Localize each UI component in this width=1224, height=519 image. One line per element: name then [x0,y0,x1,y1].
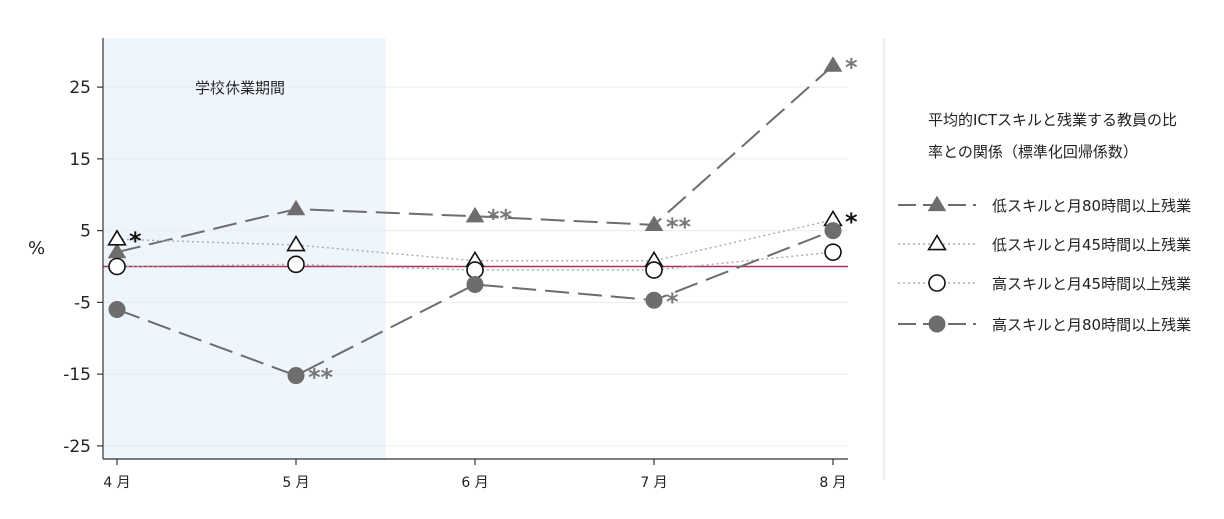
circle-marker [466,275,484,293]
x-tick-label: 6 月 [461,475,488,491]
legend-title-line-1: 平均的ICTスキルと残業する教員の比 [928,111,1177,129]
x-tick-label: 5 月 [282,475,309,491]
y-tick-labels: -25 -15 -5 5 15 25 [63,78,103,457]
series-markers [107,56,843,385]
legend-entry-label: 低スキルと月45時間以上残業 [992,236,1191,254]
significance-label: * [845,208,858,236]
circle-marker [466,261,484,279]
significance-label: * [129,227,142,255]
significance-label: * [666,288,679,316]
significance-label: ** [308,364,334,392]
series-line [116,229,834,377]
significance-label: * [845,54,858,82]
circle-marker [928,315,946,333]
y-tick-label: -5 [74,293,91,313]
significance-labels: ** ******** [129,54,858,392]
legend-entry-label: 低スキルと月80時間以上残業 [992,197,1191,215]
circle-marker [645,291,663,309]
y-axis-label: % [28,238,45,259]
triangle-marker [465,206,485,223]
triangle-marker [286,235,306,252]
x-tick-label: 7 月 [640,475,667,491]
shaded-period-label: 学校休業期間 [195,79,285,97]
circle-marker [108,257,126,276]
legend-title-line-2: 率との関係（標準化回帰係数） [928,143,1138,161]
triangle-marker [644,215,664,231]
significance-label: ** [666,213,692,241]
circle-marker [645,261,663,279]
y-tick-label: 25 [69,78,91,98]
triangle-marker [286,199,306,216]
triangle-marker [823,56,843,72]
circle-marker [287,367,305,385]
x-tick-labels: 4 月 5 月 6 月 7 月 8 月 [103,459,847,491]
triangle-marker [927,195,947,212]
circle-marker [108,301,126,319]
y-tick-label: 5 [80,222,91,242]
significance-label: ** [487,204,513,232]
triangle-marker [107,229,127,246]
gridlines [103,86,848,447]
x-tick-label: 8 月 [819,475,846,491]
x-tick-label: 4 月 [103,475,130,491]
triangle-marker [927,234,947,251]
circle-marker [824,243,842,261]
y-tick-label: -25 [63,437,91,457]
y-tick-label: 15 [69,150,91,170]
legend: 平均的ICTスキルと残業する教員の比 率との関係（標準化回帰係数） 低スキルと月… [898,111,1191,334]
y-tick-label: -15 [63,365,91,385]
legend-entry-label: 高スキルと月45時間以上残業 [992,275,1191,293]
circle-marker [928,274,946,292]
circle-marker [287,255,305,274]
legend-entry-label: 高スキルと月80時間以上残業 [992,316,1191,334]
circle-marker [824,222,842,240]
